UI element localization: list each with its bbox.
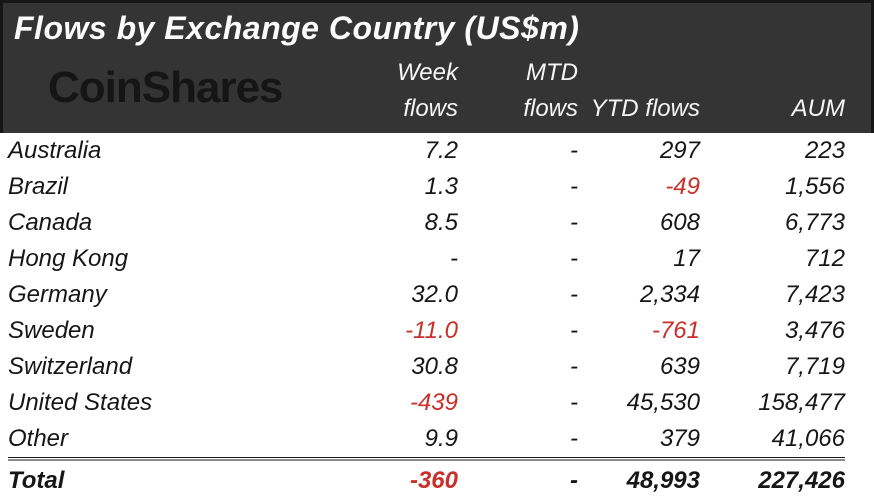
- aum-cell: 223: [804, 137, 845, 164]
- week-flows-cell: -11.0: [405, 317, 458, 344]
- table-row: Switzerland 30.8 - 639 7,719: [8, 349, 845, 385]
- column-header-mtd-line2: flows: [523, 95, 578, 122]
- week-flows-cell: 7.2: [424, 137, 458, 164]
- column-header-mtd-flows: MTD flows: [458, 55, 578, 127]
- column-header-row: CoinShares Week flows MTD flows YTD flow…: [3, 49, 871, 133]
- column-header-ytd-flows: YTD flows: [590, 95, 700, 122]
- week-flows-cell: 8.5: [424, 209, 458, 236]
- mtd-flows-cell: -: [570, 281, 578, 308]
- table-header: Flows by Exchange Country (US$m) CoinSha…: [0, 0, 874, 133]
- aum-cell: 1,556: [784, 173, 845, 200]
- aum-cell: 712: [804, 245, 845, 272]
- country-cell: Canada: [8, 209, 93, 236]
- aum-cell: 41,066: [771, 425, 845, 452]
- ytd-flows-cell: 639: [659, 353, 700, 380]
- aum-cell: 158,477: [758, 389, 845, 416]
- country-cell: United States: [8, 389, 153, 416]
- ytd-flows-cell: -761: [651, 317, 700, 344]
- table-row: Germany 32.0 - 2,334 7,423: [8, 277, 845, 313]
- column-header-aum: AUM: [791, 95, 845, 122]
- table-row: Sweden -11.0 - -761 3,476: [8, 313, 845, 349]
- total-separator: [8, 457, 845, 461]
- ytd-flows-cell: 2,334: [639, 281, 700, 308]
- ytd-flows-cell: 297: [659, 137, 700, 164]
- ytd-flows-cell: 45,530: [626, 389, 700, 416]
- mtd-flows-cell: -: [570, 173, 578, 200]
- aum-cell: 7,719: [784, 353, 845, 380]
- ytd-flows-cell: -49: [665, 173, 700, 200]
- aum-cell: 7,423: [784, 281, 845, 308]
- aum-cell: 6,773: [784, 209, 845, 236]
- table-row: Australia 7.2 - 297 223: [8, 133, 845, 169]
- table-row: United States -439 - 45,530 158,477: [8, 385, 845, 421]
- coinshares-logo: CoinShares: [48, 63, 284, 112]
- country-cell: Hong Kong: [8, 245, 129, 272]
- column-header-week-line2: flows: [403, 95, 458, 122]
- ytd-flows-cell: 17: [673, 245, 700, 272]
- ytd-flows-cell: 379: [659, 425, 700, 452]
- table-row: Canada 8.5 - 608 6,773: [8, 205, 845, 241]
- mtd-flows-cell: -: [570, 389, 578, 416]
- mtd-flows-cell: -: [570, 425, 578, 452]
- mtd-flows-cell: -: [570, 137, 578, 164]
- table-body: Australia 7.2 - 297 223 Brazil 1.3 - -49…: [0, 133, 874, 500]
- week-flows-cell: 32.0: [411, 281, 458, 308]
- table-row: Total -360 - 48,993 227,426: [8, 461, 845, 500]
- week-flows-cell: -439: [409, 389, 458, 416]
- week-flows-cell: 9.9: [424, 425, 458, 452]
- table-row: Other 9.9 - 379 41,066: [8, 421, 845, 457]
- country-cell: Germany: [8, 281, 107, 308]
- mtd-flows-cell: -: [570, 466, 578, 494]
- ytd-flows-cell: 608: [659, 209, 700, 236]
- table-row: Brazil 1.3 - -49 1,556: [8, 169, 845, 205]
- country-cell: Australia: [8, 137, 102, 164]
- country-cell: Brazil: [8, 173, 69, 200]
- mtd-flows-cell: -: [570, 353, 578, 380]
- week-flows-cell: 30.8: [411, 353, 458, 380]
- aum-cell: 3,476: [784, 317, 845, 344]
- country-cell: Sweden: [8, 317, 95, 344]
- country-cell: Total: [8, 466, 65, 494]
- week-flows-cell: 1.3: [424, 173, 458, 200]
- week-flows-cell: -: [450, 245, 458, 272]
- ytd-flows-cell: 48,993: [626, 466, 700, 494]
- mtd-flows-cell: -: [570, 245, 578, 272]
- column-header-mtd-line1: MTD: [526, 59, 578, 86]
- table-row: Hong Kong - - 17 712: [8, 241, 845, 277]
- aum-cell: 227,426: [758, 466, 845, 494]
- mtd-flows-cell: -: [570, 317, 578, 344]
- column-header-week-line1: Week: [397, 59, 458, 86]
- figure-title: Flows by Exchange Country (US$m): [14, 10, 580, 46]
- column-header-week-flows: Week flows: [258, 55, 458, 127]
- country-cell: Other: [8, 425, 69, 452]
- country-cell: Switzerland: [8, 353, 133, 380]
- mtd-flows-cell: -: [570, 209, 578, 236]
- week-flows-cell: -360: [409, 466, 458, 494]
